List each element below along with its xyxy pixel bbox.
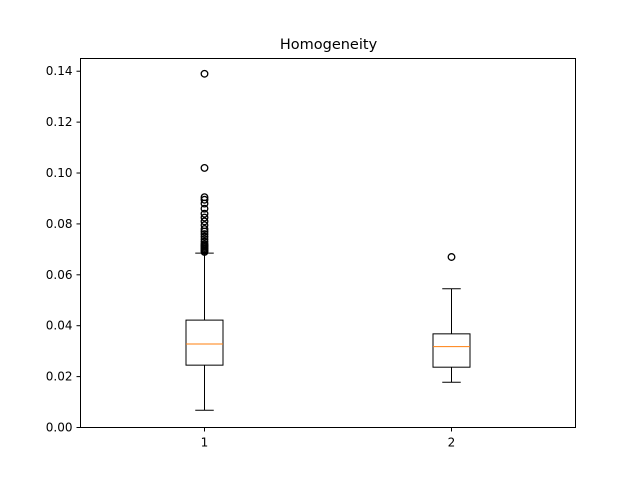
outlier-point xyxy=(200,221,209,230)
y-tick-label: 0.00 xyxy=(46,421,73,435)
outlier-point xyxy=(200,69,209,78)
plot-frame xyxy=(80,58,576,428)
plot-area xyxy=(185,69,471,411)
y-tick-label: 0.12 xyxy=(46,115,73,129)
y-tick-label: 0.10 xyxy=(46,166,73,180)
x-tick-label: 2 xyxy=(448,436,456,450)
outlier-point xyxy=(200,235,209,244)
y-tick-label: 0.04 xyxy=(46,319,73,333)
outlier-point xyxy=(200,225,209,233)
outlier-point xyxy=(200,232,209,241)
outlier-point xyxy=(200,237,209,246)
outlier-point xyxy=(200,193,209,202)
y-axis: 0.00 0.02 0.04 0.06 0.08 0.10 0.12 0.14 xyxy=(46,64,81,435)
outlier-point xyxy=(200,240,209,249)
outlier-point xyxy=(200,209,209,218)
y-tick-label: 0.14 xyxy=(46,64,73,78)
iqr-box xyxy=(432,333,471,368)
outlier-point xyxy=(200,163,209,172)
y-tick-label: 0.08 xyxy=(46,217,73,231)
outlier-point xyxy=(447,253,456,261)
chart-title: Homogeneity xyxy=(280,37,378,53)
iqr-box xyxy=(185,319,224,366)
x-tick-label: 1 xyxy=(201,436,209,450)
y-tick-label: 0.06 xyxy=(46,268,73,282)
outlier-point xyxy=(200,204,209,213)
outlier-point xyxy=(200,195,209,204)
outlier-point xyxy=(200,230,209,239)
box-group-2 xyxy=(432,253,471,383)
outlier-point xyxy=(200,213,209,222)
outlier-point xyxy=(200,217,209,226)
box-group-1 xyxy=(185,69,224,411)
y-tick-label: 0.02 xyxy=(46,370,73,384)
